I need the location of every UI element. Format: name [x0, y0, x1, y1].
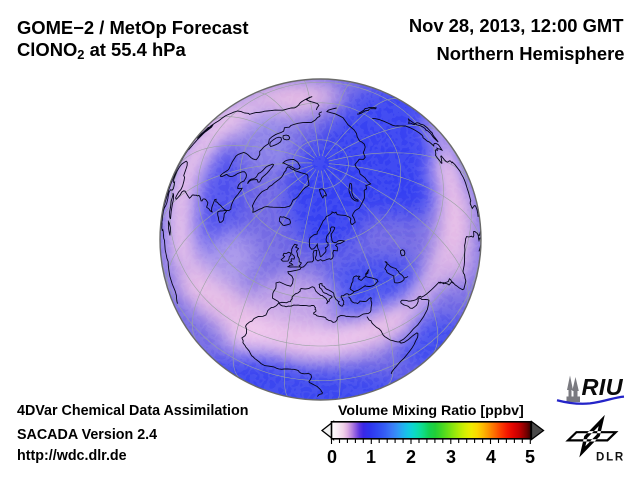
svg-text:RIU: RIU	[582, 374, 624, 400]
svg-text:DLR: DLR	[596, 452, 625, 464]
